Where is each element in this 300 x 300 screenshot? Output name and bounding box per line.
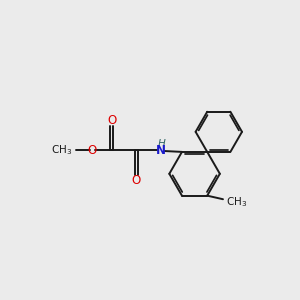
Text: CH$_3$: CH$_3$ [51,143,73,157]
Text: O: O [132,174,141,187]
Text: O: O [107,114,116,127]
Text: H: H [158,139,166,149]
Text: N: N [156,144,166,157]
Text: O: O [88,144,97,157]
Text: CH$_3$: CH$_3$ [226,195,247,208]
